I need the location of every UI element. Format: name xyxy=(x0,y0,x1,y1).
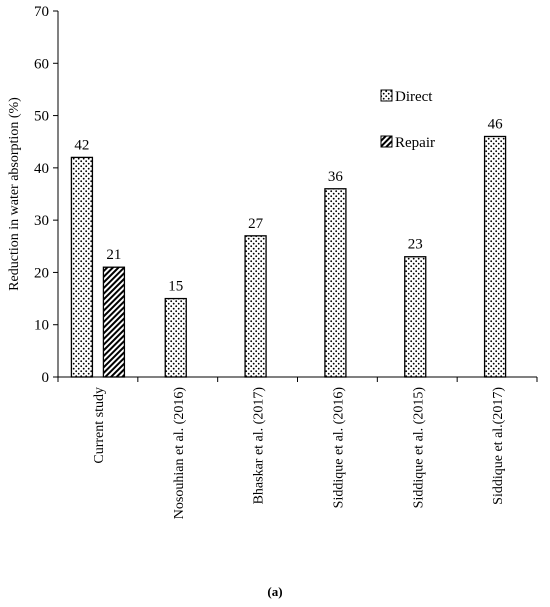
data-label: 36 xyxy=(328,169,344,185)
y-tick-label: 30 xyxy=(34,213,49,229)
legend-label: Repair xyxy=(395,135,435,151)
data-label: 42 xyxy=(74,137,89,153)
legend-swatch-repair xyxy=(380,135,393,148)
legend-swatch-direct xyxy=(380,89,393,102)
y-tick-label: 0 xyxy=(42,370,50,386)
x-tick-label: Current study xyxy=(92,387,107,464)
y-tick-label: 50 xyxy=(34,109,49,125)
y-tick-label: 40 xyxy=(34,161,49,177)
data-label: 27 xyxy=(248,216,264,232)
x-tick-label: Nosouhian et al. (2016) xyxy=(172,387,187,520)
figure-caption: (a) xyxy=(267,584,283,599)
plot-area: 0 10 20 30 40 50 60 70 Reduction in water absorp… xyxy=(7,4,538,520)
y-tick-label: 20 xyxy=(34,265,49,281)
bar-direct xyxy=(164,297,187,378)
bar-chart: 0 10 20 30 40 50 60 70 Reduction in water absorp… xyxy=(7,4,538,520)
bar-direct xyxy=(244,235,267,378)
x-tick-label: Siddique et al. (2015) xyxy=(411,387,426,509)
legend-label: Direct xyxy=(395,89,433,105)
bar-repair xyxy=(102,266,126,378)
x-tick-label: Siddique et al.(2017) xyxy=(491,387,506,505)
bar-direct xyxy=(404,256,427,378)
y-tick-label: 60 xyxy=(34,56,49,72)
data-label: 46 xyxy=(488,116,504,132)
y-axis-title: Reduction in water absorption (%) xyxy=(7,97,22,291)
x-tick-label: Bhaskar et al. (2017) xyxy=(252,387,267,505)
y-tick-label: 70 xyxy=(34,4,49,20)
bar-direct xyxy=(70,156,94,378)
y-tick-label: 10 xyxy=(34,318,49,334)
data-label: 15 xyxy=(168,279,183,295)
bar-direct xyxy=(483,135,507,378)
data-label: 23 xyxy=(408,237,423,253)
bar-direct xyxy=(324,188,347,378)
data-label: 21 xyxy=(106,247,121,263)
x-tick-label: Siddique et al. (2016) xyxy=(331,387,346,509)
